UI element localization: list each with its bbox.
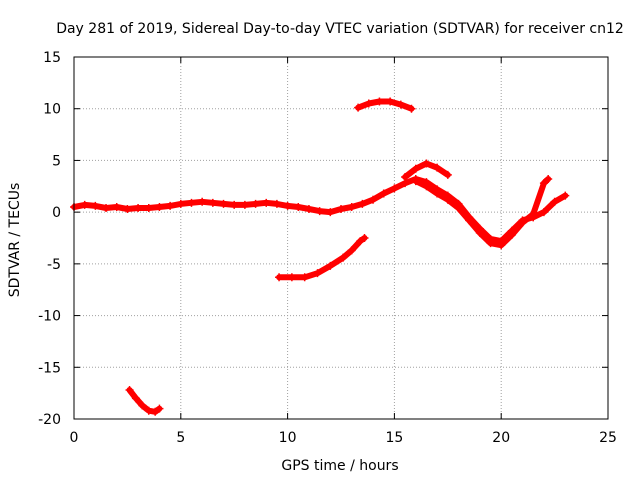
data-point: [339, 253, 348, 262]
y-axis-label: SDTVAR / TECUs: [7, 183, 23, 298]
data-point: [240, 200, 249, 209]
data-point: [219, 199, 228, 208]
y-tick-label: 15: [43, 50, 61, 66]
data-point: [304, 205, 313, 214]
plot-frame: [73, 56, 609, 420]
data-point: [187, 198, 196, 207]
data-point: [411, 177, 420, 186]
data-point: [313, 269, 322, 278]
data-point: [134, 204, 143, 213]
data-point: [347, 202, 356, 211]
data-point: [300, 273, 309, 282]
x-tick-label: 0: [70, 430, 79, 446]
y-tick-label: 5: [52, 153, 61, 169]
data-point: [518, 218, 527, 227]
data-point: [507, 230, 516, 239]
data-point: [561, 191, 570, 200]
data-point: [411, 164, 420, 173]
data-point: [251, 199, 260, 208]
data-point: [529, 210, 538, 219]
data-point: [375, 97, 384, 106]
grid: [74, 57, 608, 419]
data-point: [80, 200, 89, 209]
data-point: [144, 204, 153, 213]
data-point: [283, 201, 292, 210]
data-point: [544, 175, 553, 184]
data-point: [112, 202, 121, 211]
series-arc-middle: [276, 235, 368, 281]
data-point: [386, 97, 395, 106]
data-point: [272, 199, 281, 208]
data-point: [326, 208, 335, 217]
x-tick-label: 20: [492, 430, 510, 446]
data-point: [138, 401, 147, 410]
data-point: [230, 200, 239, 209]
data-layer: [70, 97, 570, 416]
chart-title: Day 281 of 2019, Sidereal Day-to-day VTE…: [56, 21, 624, 37]
data-point: [401, 172, 410, 181]
y-tick-label: -5: [47, 257, 61, 273]
data-point: [379, 189, 388, 198]
data-point: [539, 179, 548, 188]
data-point: [337, 205, 345, 214]
data-point: [358, 199, 367, 208]
series-lower-band: [412, 176, 552, 249]
data-point: [443, 195, 452, 204]
data-point: [539, 208, 548, 217]
data-point: [550, 197, 559, 206]
data-point: [354, 103, 363, 112]
data-point: [433, 163, 442, 172]
y-tick-label: -10: [38, 309, 61, 325]
data-point: [91, 201, 100, 210]
data-point: [433, 189, 442, 198]
data-point: [347, 246, 356, 255]
data-point: [155, 202, 164, 211]
data-point: [123, 205, 132, 214]
data-point: [287, 273, 296, 282]
y-tick-label: -15: [38, 360, 61, 376]
data-point: [102, 204, 111, 213]
data-point: [465, 216, 474, 225]
x-tick-label: 25: [599, 430, 617, 446]
data-point: [422, 159, 431, 168]
data-point: [497, 241, 506, 250]
data-point: [454, 204, 463, 213]
data-point: [208, 198, 217, 207]
data-point: [369, 195, 378, 204]
data-point: [176, 199, 185, 208]
data-point: [396, 100, 405, 109]
data-point: [315, 207, 324, 216]
y-tick-label: 0: [52, 205, 61, 221]
data-point: [475, 228, 484, 237]
data-point: [151, 407, 160, 416]
data-point: [155, 404, 164, 413]
data-point: [198, 197, 207, 206]
data-point: [166, 201, 175, 210]
data-point: [326, 261, 335, 270]
data-point: [144, 406, 153, 415]
axis-ticks: 0 5 10 15 20 25 -20 -15 -10 -5 0 5 10 15: [38, 50, 617, 446]
data-point: [360, 234, 369, 242]
y-tick-label: 10: [43, 102, 61, 118]
data-point: [407, 104, 416, 113]
data-point: [364, 99, 373, 108]
x-tick-label: 10: [279, 430, 297, 446]
data-point: [486, 239, 495, 248]
data-point: [443, 170, 452, 179]
x-tick-label: 5: [176, 430, 185, 446]
y-tick-label: -20: [38, 412, 61, 428]
data-point: [422, 182, 431, 191]
data-point: [125, 386, 134, 395]
x-axis-label: GPS time / hours: [281, 458, 398, 474]
data-point: [390, 184, 399, 193]
data-point: [356, 237, 365, 246]
data-point: [131, 394, 140, 403]
data-point: [262, 198, 271, 207]
data-point: [294, 202, 303, 211]
x-tick-label: 15: [385, 430, 403, 446]
data-point: [275, 273, 284, 282]
